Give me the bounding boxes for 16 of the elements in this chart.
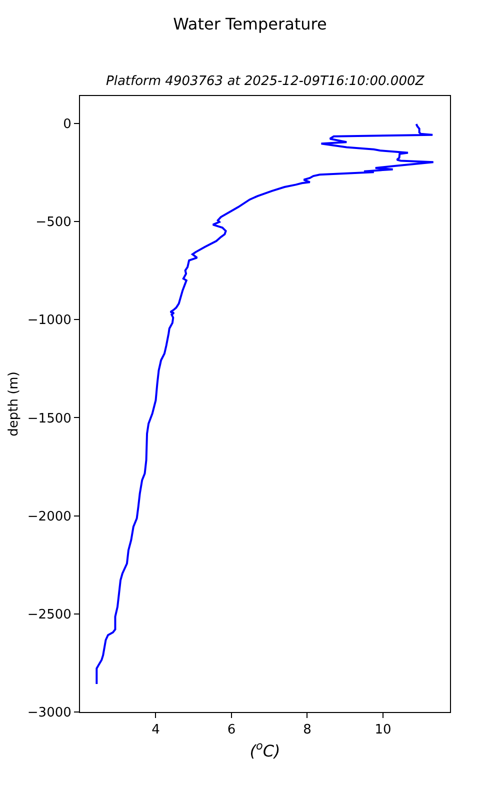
x-tick-label: 4 bbox=[152, 722, 160, 738]
x-axis-title: ($^{o}$C) bbox=[250, 740, 280, 760]
y-tick-label: −2000 bbox=[27, 509, 72, 524]
x-tick-label: 6 bbox=[227, 722, 236, 738]
y-axis-title: depth (m) bbox=[6, 372, 22, 436]
line-series bbox=[96, 123, 434, 685]
x-tick-label: 10 bbox=[374, 722, 392, 738]
y-tick-label: −1000 bbox=[27, 313, 72, 328]
y-tick-label: −500 bbox=[36, 215, 72, 230]
x-tick-label: 8 bbox=[303, 722, 312, 738]
chart-subtitle: Platform 4903763 at 2025-12-09T16:10:00.000Z bbox=[106, 74, 426, 89]
y-tick-label: −2500 bbox=[27, 607, 72, 622]
y-tick-label: 0 bbox=[63, 117, 72, 132]
chart-title: Water Temperature bbox=[173, 14, 327, 34]
y-tick-label: −1500 bbox=[27, 411, 72, 426]
y-tick-label: −3000 bbox=[27, 706, 72, 721]
